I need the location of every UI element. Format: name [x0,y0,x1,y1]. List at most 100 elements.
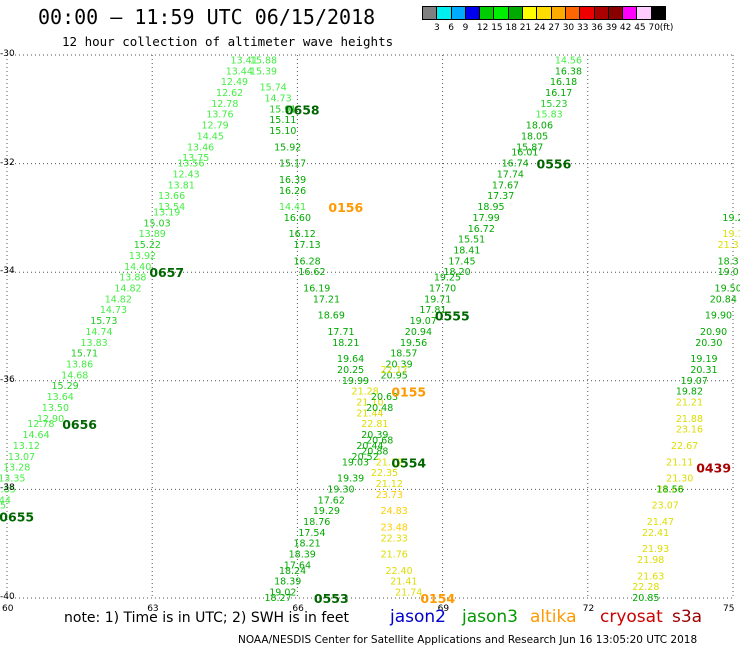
wave-height-value: 19.64 [337,354,364,365]
wave-height-value: 21.63 [637,571,664,582]
wave-height-value: 18.24 [279,566,306,577]
wave-height-value: 14.41 [279,202,306,213]
wave-height-value: 12.62 [216,88,243,99]
wave-height-value: 12.43 [172,169,199,180]
legend-label: 12 [476,23,489,33]
legend-label: 9 [462,23,469,33]
wave-height-value: 20.52 [352,452,379,463]
wave-height-value: 18.21 [293,539,320,550]
wave-height-value: 17.13 [293,240,320,251]
wave-height-value: 18.21 [332,338,359,349]
wave-height-value: 17.37 [487,191,514,202]
legend-label: 45 [634,23,646,33]
footer-credit: NOAA/NESDIS Center for Satellite Applica… [238,634,698,646]
wave-height-value: 20.90 [700,327,727,338]
wave-height-value: 17.81 [419,305,446,316]
wave-height-value: 16.26 [279,186,306,197]
wave-height-value: 18.20 [444,267,471,278]
wave-height-value: 21.28 [352,387,379,398]
wave-height-value: 13.64 [47,392,74,403]
wave-height-value: 16.60 [284,213,311,224]
pass-time-label: 0439 [696,461,731,476]
wave-height-value: 21.3 [718,240,739,251]
wave-height-value: 20.85 [632,593,659,604]
wave-height-value: 21.98 [637,555,664,566]
wave-height-value: 20.84 [710,294,737,305]
wave-height-value: 17.71 [327,327,354,338]
wave-height-value: 21.21 [676,398,703,409]
wave-height-value: 12.78 [27,419,54,430]
wave-height-value: 12.44 [0,495,11,506]
wave-height-value: 15.17 [279,159,306,170]
wave-height-value: 13.76 [206,110,233,121]
wave-height-value: 23.48 [381,522,408,533]
lon-axis-label: 60 [2,604,14,614]
wave-height-value: 19.25 [434,273,461,284]
wave-height-value: 22.35 [371,468,398,479]
wave-height-value: 20.94 [405,327,432,338]
wave-height-value: 22.81 [361,419,388,430]
pass-time-label: 0555 [435,309,470,324]
legend-unit: (ft) [659,23,674,33]
legend-label: 70 [648,23,660,33]
wave-height-value: 17.62 [318,495,345,506]
wave-height-value: 15.29 [51,381,78,392]
wave-height-value: 13.44 [226,66,253,77]
lon-axis-label: 66 [292,604,304,614]
lon-axis-label: 75 [723,604,735,614]
wave-height-value: 13.07 [8,452,35,463]
wave-height-value: 13.28 [3,463,30,474]
wave-height-value: 16.38 [555,66,582,77]
wave-height-value: 17.21 [313,294,340,305]
wave-height-value: 12.90 [37,414,64,425]
wave-height-value: 15.71 [71,349,98,360]
wave-height-value: 14.40 [124,262,151,273]
wave-height-value: 15.91 [269,104,296,115]
wave-height-value: 20.31 [690,365,717,376]
pass-time-label: 0656 [62,417,97,432]
wave-height-value: 22.28 [632,582,659,593]
wave-height-value: 18.39 [289,550,316,561]
wave-height-value: 14.73 [264,93,291,104]
wave-height-value: 16.39 [279,175,306,186]
wave-height-value: 15.39 [250,66,277,77]
legend-label: 30 [562,23,575,33]
wave-height-value: 19.02 [269,588,296,599]
wave-height-value: 14.45 [197,131,224,142]
wave-height-value: 16.19 [303,283,330,294]
wave-height-value: 13.35 [0,474,25,485]
wave-height-value: 23.07 [652,501,679,512]
pass-time-label: 0155 [391,385,426,400]
wave-height-value: 13.54 [158,202,185,213]
wave-height-value: 15.51 [458,235,485,246]
wave-height-value: 19.19 [690,354,717,365]
wave-height-value: 13.46 [187,142,214,153]
wave-height-value: 17.64 [284,560,311,571]
wave-height-value: 22.33 [381,533,408,544]
wave-height-value: 18.56 [656,484,683,495]
wave-height-value: 13.56 [177,159,204,170]
wave-height-value: 13.81 [168,180,195,191]
legend-label: 24 [534,23,546,33]
wave-height-value: 20.88 [361,446,388,457]
wave-height-value: 14.56 [555,55,582,66]
wave-height-value: 22.17 [381,365,408,376]
pass-time-label: 0655 [0,510,34,525]
wave-height-value: 16.17 [545,88,572,99]
legend-label: 3 [434,23,440,33]
wave-height-value: 13.19 [153,207,180,218]
pass-time-label: 0553 [314,591,349,606]
wave-height-value: 15.11 [269,115,296,126]
wave-height-value: 20.95 [381,370,408,381]
lon-axis-label: 63 [147,604,159,614]
wave-height-value: 18.05 [521,131,548,142]
wave-height-value: 15.87 [516,142,543,153]
wave-height-value: 12.79 [202,121,229,132]
wave-height-value: 18.06 [526,121,553,132]
wave-height-value: 16.72 [468,224,495,235]
wave-height-value: 14.82 [105,294,132,305]
wave-height-value: 18.27 [264,593,291,604]
wave-height-value: 18.39 [274,577,301,588]
wave-height-value: 20.30 [695,338,722,349]
